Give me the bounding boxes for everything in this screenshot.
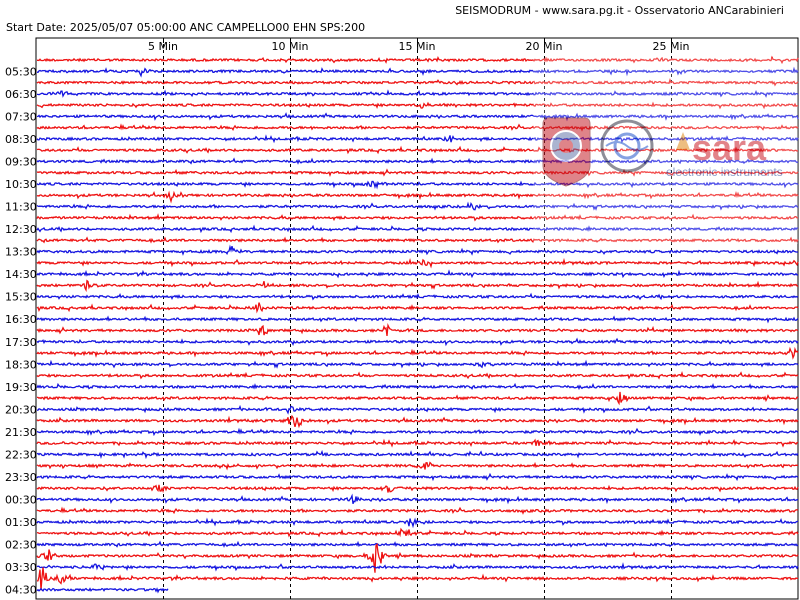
trace-row-20 <box>36 279 799 293</box>
hour-label-7: 12:30 <box>5 223 37 236</box>
observatory-seal-icon <box>600 119 654 173</box>
trace-row-37 <box>36 472 799 482</box>
hour-label-22: 03:30 <box>5 561 37 574</box>
trace-row-47 <box>36 587 169 594</box>
trace-row-40 <box>36 506 799 515</box>
trace-row-35 <box>36 449 799 460</box>
trace-row-16 <box>36 236 799 244</box>
hour-label-6: 11:30 <box>5 201 37 214</box>
trace-row-8 <box>36 145 799 155</box>
hour-label-19: 00:30 <box>5 494 37 507</box>
hour-label-11: 16:30 <box>5 313 37 326</box>
sara-watermark: sara electronic instruments <box>533 58 798 244</box>
trace-layer <box>36 55 799 594</box>
sara-logo: sara electronic instruments <box>666 127 783 179</box>
hour-label-5: 10:30 <box>5 178 37 191</box>
x-tick-label-3: 20 Min <box>525 40 562 53</box>
trace-row-9 <box>36 157 799 165</box>
trace-row-13 <box>36 201 799 211</box>
trace-row-12 <box>36 190 799 204</box>
trace-row-4 <box>36 101 799 110</box>
x-tick-labels: 5 Min 10 Min 15 Min 20 Min 25 Min <box>148 40 690 53</box>
trace-row-24 <box>36 322 799 336</box>
trace-row-6 <box>36 123 799 132</box>
trace-row-27 <box>36 359 799 369</box>
trace-row-29 <box>36 382 799 391</box>
start-date-info: Start Date: 2025/05/07 05:00:00 ANC CAMP… <box>6 21 366 34</box>
hour-label-8: 13:30 <box>5 246 37 259</box>
trace-row-1 <box>36 66 799 78</box>
hour-label-3: 08:30 <box>5 133 37 146</box>
trace-row-10 <box>36 168 799 177</box>
hour-label-4: 09:30 <box>5 155 37 168</box>
trace-row-32 <box>36 414 799 429</box>
hour-label-18: 23:30 <box>5 471 37 484</box>
trace-row-36 <box>36 461 799 471</box>
x-tick-label-4: 25 Min <box>652 40 689 53</box>
trace-row-23 <box>36 315 799 324</box>
trace-row-17 <box>36 244 799 256</box>
trace-row-30 <box>37 391 799 406</box>
trace-row-39 <box>36 493 799 505</box>
hour-label-10: 15:30 <box>5 291 37 304</box>
trace-row-19 <box>36 269 799 279</box>
trace-row-2 <box>36 78 799 87</box>
trace-row-42 <box>36 527 799 538</box>
hour-label-21: 02:30 <box>5 539 37 552</box>
hour-label-17: 22:30 <box>5 448 37 461</box>
trace-row-7 <box>36 134 799 144</box>
trace-row-38 <box>36 484 799 494</box>
hour-label-15: 20:30 <box>5 403 37 416</box>
hour-label-0: 05:30 <box>5 65 37 78</box>
trace-row-0 <box>37 55 799 65</box>
hour-label-23: 04:30 <box>5 584 37 597</box>
hour-label-2: 07:30 <box>5 110 37 123</box>
trace-row-46 <box>36 567 798 591</box>
hour-label-1: 06:30 <box>5 88 37 101</box>
hour-label-16: 21:30 <box>5 426 37 439</box>
trace-row-3 <box>37 89 799 98</box>
y-hour-labels: 05:30 06:30 07:30 08:30 09:30 10:30 11:30 12:30… <box>5 65 37 596</box>
trace-row-41 <box>36 517 799 529</box>
trace-row-45 <box>36 562 799 572</box>
trace-row-28 <box>36 370 799 380</box>
trace-row-22 <box>36 302 799 314</box>
trace-row-5 <box>36 112 799 122</box>
trace-row-26 <box>36 346 799 360</box>
hour-label-14: 19:30 <box>5 381 37 394</box>
trace-row-11 <box>36 180 799 190</box>
sara-tagline: electronic instruments <box>666 165 783 179</box>
trace-row-44 <box>36 543 799 573</box>
page-title: SEISMODRUM - www.sara.pg.it - Osservator… <box>455 4 784 17</box>
trace-row-43 <box>36 540 799 548</box>
sara-brand-text: sara <box>692 127 767 168</box>
hour-label-20: 01:30 <box>5 516 37 529</box>
hour-label-13: 18:30 <box>5 358 37 371</box>
carabinieri-shield-icon <box>542 117 591 187</box>
trace-row-15 <box>36 224 799 234</box>
trace-row-25 <box>36 337 799 347</box>
trace-row-33 <box>36 427 799 437</box>
x-tick-label-1: 10 Min <box>271 40 308 53</box>
x-tick-label-2: 15 Min <box>398 40 435 53</box>
sara-mark-icon <box>676 132 690 150</box>
hour-label-12: 17:30 <box>5 336 37 349</box>
trace-row-34 <box>36 438 799 448</box>
trace-row-31 <box>36 404 799 415</box>
trace-row-18 <box>36 257 799 269</box>
hour-label-9: 14:30 <box>5 268 37 281</box>
x-tick-label-0: 5 Min <box>148 40 178 53</box>
trace-row-14 <box>36 213 798 222</box>
trace-row-21 <box>36 292 799 301</box>
